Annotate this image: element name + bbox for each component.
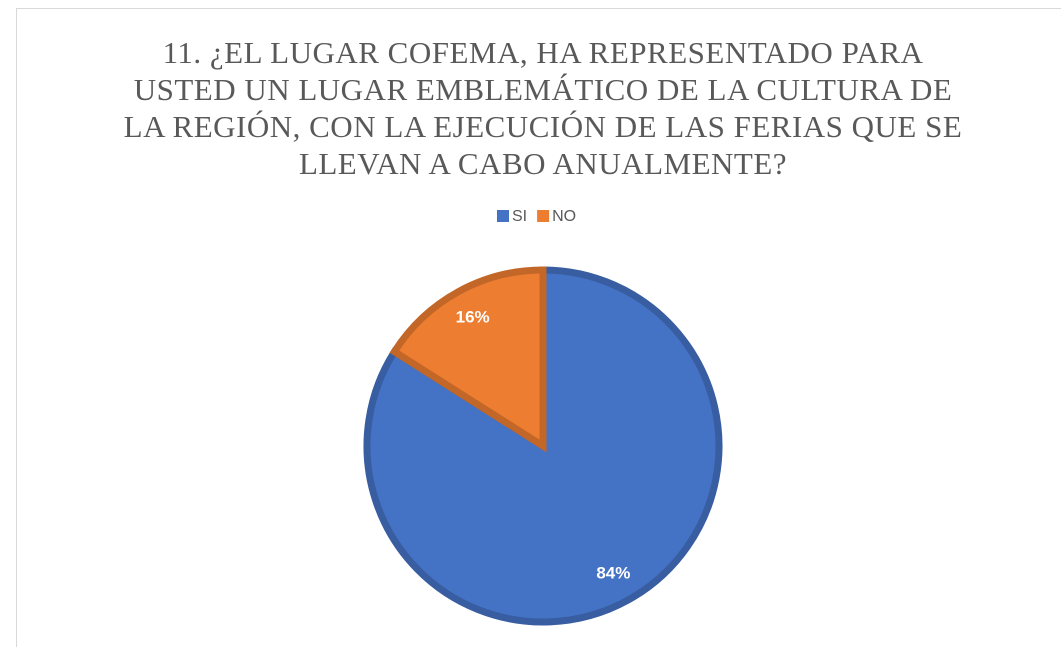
legend-swatch (497, 210, 509, 222)
chart-frame (16, 8, 1061, 647)
pie-slice (363, 266, 723, 626)
pie-slice (389, 266, 547, 453)
legend-swatch (537, 210, 550, 222)
legend-label: SI (512, 208, 527, 225)
data-label: 84% (596, 563, 630, 582)
data-label: 16% (456, 307, 490, 326)
legend-label: NO (552, 208, 576, 225)
chart-title: 11. ¿EL LUGAR COFEMA, HA REPRESENTADO PA… (123, 35, 963, 181)
